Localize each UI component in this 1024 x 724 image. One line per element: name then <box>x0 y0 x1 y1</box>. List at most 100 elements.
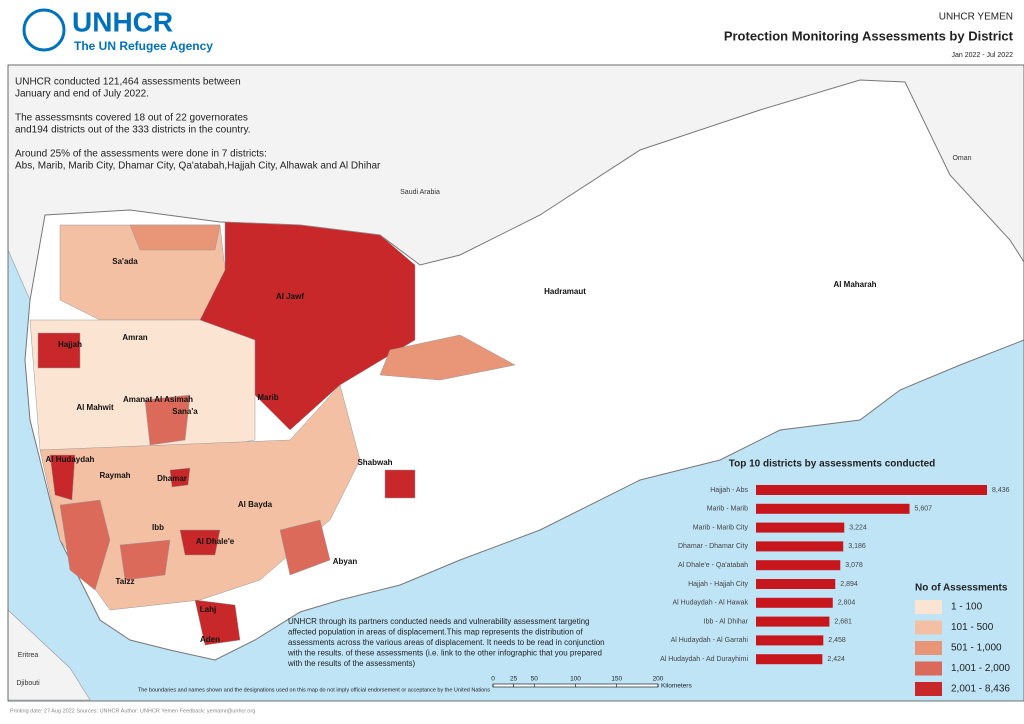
country-label: Saudi Arabia <box>400 189 440 196</box>
note-line: UNHCR through its partners conducted nee… <box>288 617 590 626</box>
note-line: with the results of the assessments) <box>287 659 416 668</box>
district <box>129 224 221 251</box>
legend-label: 501 - 1,000 <box>951 643 1002 654</box>
summary-line: Around 25% of the assessments were done … <box>15 149 267 160</box>
district <box>279 519 331 576</box>
district <box>144 394 191 446</box>
legend-swatch <box>915 682 942 696</box>
legend-swatch <box>915 620 942 635</box>
bar <box>756 485 987 495</box>
governorate-label: Al Maharah <box>833 280 876 289</box>
scale-unit: Kilometers <box>661 683 692 690</box>
governorate-label: Al Jawf <box>276 292 304 301</box>
value-label: 2,894 <box>840 581 858 588</box>
value-label: 3,078 <box>845 562 863 569</box>
logo-subtext: The UN Refugee Agency <box>74 39 213 53</box>
legend-swatch <box>915 641 942 655</box>
bar <box>756 635 824 646</box>
governorate-label: Sa'ada <box>112 257 138 266</box>
district <box>169 467 191 488</box>
logo-text: UNHCR <box>72 6 173 37</box>
summary-line: and194 districts out of the 333 district… <box>15 125 251 136</box>
district <box>379 334 516 381</box>
bar <box>756 541 844 552</box>
summary-line: UNHCR conducted 121,464 assessments betw… <box>15 77 241 88</box>
governorate-label: Shabwah <box>357 458 392 467</box>
governorate-label: Amran <box>122 333 147 342</box>
governorate-label: Lahj <box>200 605 216 614</box>
footer: Printing date: 27 Aug 2022 Sources: UNHC… <box>10 708 255 714</box>
value-label: 3,224 <box>849 524 867 531</box>
value-label: 2,804 <box>838 600 856 607</box>
summary-line: January and end of July 2022. <box>15 89 149 100</box>
district <box>119 539 171 581</box>
category-label: Marib - Marib <box>707 506 748 513</box>
governorate-label: Ibb <box>152 523 164 532</box>
value-label: 3,186 <box>848 543 866 550</box>
governorate-label: Amanat Al Asimah <box>123 395 193 404</box>
governorate-label: Hajjah <box>58 340 82 349</box>
governorate-label: Al Hudaydah <box>46 455 95 464</box>
governorate-label: Dhamar <box>157 474 187 483</box>
legend-label: 2,001 - 8,436 <box>951 684 1010 695</box>
category-label: Al Dhale'e - Qa'atabah <box>678 562 748 569</box>
legend-swatch <box>915 661 942 676</box>
legend-label: 1 - 100 <box>951 602 983 613</box>
governorate-label: Al Mahwit <box>76 403 114 412</box>
value-label: 2,424 <box>827 656 845 663</box>
governorate-label: Al Dhale'e <box>196 537 235 546</box>
district <box>384 469 416 499</box>
map-frame <box>7 64 1024 702</box>
governorate-label: Aden <box>200 635 220 644</box>
country-label: Djibouti <box>16 680 40 687</box>
bar <box>756 579 836 589</box>
legend-title: No of Assessments <box>915 583 1008 594</box>
note-line: assessments across the various areas of … <box>288 638 605 647</box>
bar <box>756 597 833 608</box>
note-line: with the results. of these assessments (… <box>287 649 602 658</box>
scale-label: 200 <box>653 676 664 683</box>
district <box>179 529 221 556</box>
summary-line: Abs, Marib, Marib City, Dhamar City, Qa'… <box>15 161 381 172</box>
district <box>194 599 241 646</box>
scale-label: 150 <box>611 676 622 683</box>
scale-label: 0 <box>491 676 495 683</box>
scale-label: 50 <box>531 676 539 683</box>
category-label: Al Hudaydah - Al Hawak <box>673 600 749 607</box>
note-line: affected population in areas of displace… <box>288 628 583 637</box>
bar <box>756 503 910 514</box>
country-label: Oman <box>952 155 971 162</box>
bar <box>756 654 823 665</box>
districts <box>29 221 516 646</box>
org: UNHCR YEMEN <box>939 12 1013 23</box>
category-label: Al Hudaydah - Al Garrahi <box>671 637 749 644</box>
category-label: Hajjah - Hajjah City <box>688 581 748 588</box>
period: Jan 2022 - Jul 2022 <box>952 52 1014 59</box>
category-label: Hajjah - Abs <box>710 487 748 494</box>
bar <box>756 522 845 533</box>
bar <box>756 616 830 627</box>
value-label: 2,458 <box>828 637 846 644</box>
governorate-label: Al Bayda <box>238 500 273 509</box>
district <box>37 332 81 369</box>
category-label: Al Hudaydah - Ad Durayhimi <box>660 656 748 663</box>
value-label: 2,681 <box>834 618 852 625</box>
country-label: Eritrea <box>18 652 39 659</box>
governorate-label: Sana'a <box>172 407 198 416</box>
scale-label: 25 <box>510 676 518 683</box>
title: Protection Monitoring Assessments by Dis… <box>724 28 1014 43</box>
legend-label: 101 - 500 <box>951 622 994 633</box>
legend-label: 1,001 - 2,000 <box>951 663 1010 674</box>
legend-swatch <box>915 600 942 614</box>
category-label: Ibb - Al Dhihar <box>704 618 749 625</box>
logo: UNHCR The UN Refugee Agency <box>22 6 213 53</box>
logo-emblem <box>22 8 66 52</box>
governorate-label: Marib <box>257 393 278 402</box>
governorate-label: Raymah <box>99 471 130 480</box>
category-label: Marib - Marib City <box>693 524 749 531</box>
governorate-label: Taizz <box>116 577 135 586</box>
governorate-label: Hadramaut <box>544 287 586 296</box>
district <box>199 221 416 431</box>
disclaimer: The boundaries and names shown and the d… <box>138 687 490 693</box>
